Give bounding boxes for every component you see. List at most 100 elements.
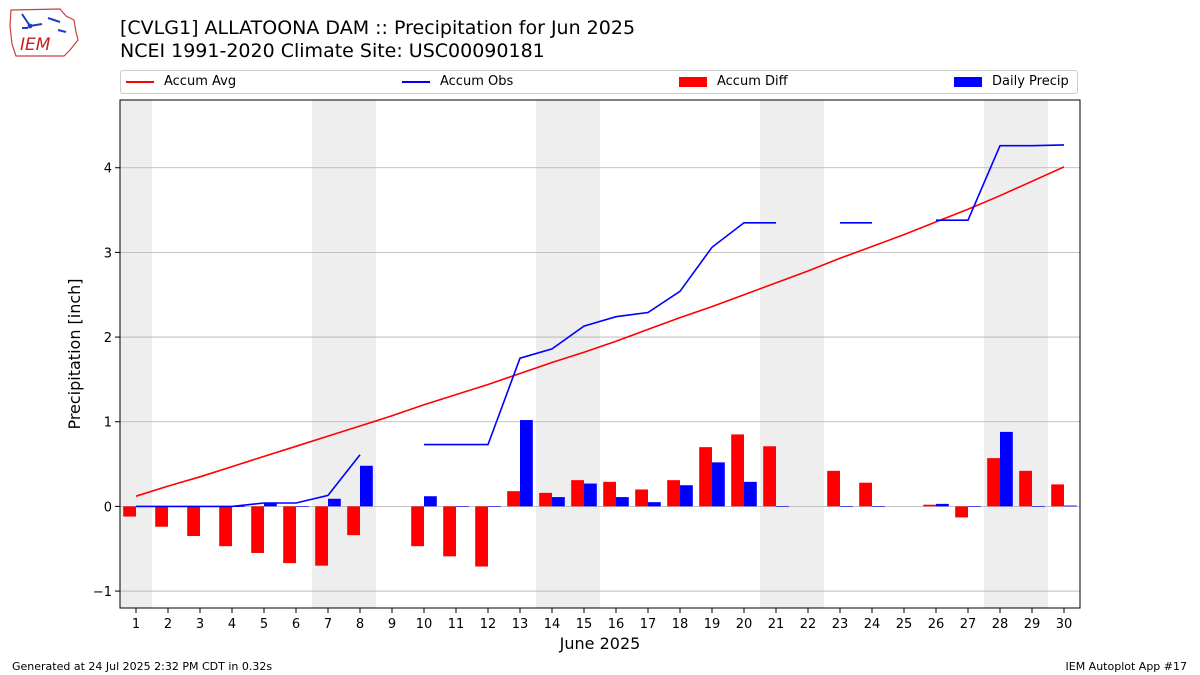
daily-precip-bar	[712, 462, 725, 507]
accum-diff-bar	[987, 458, 1000, 507]
weekend-shade	[792, 100, 824, 608]
accum-diff-bar	[475, 506, 488, 567]
legend-label-accum-obs: Accum Obs	[440, 74, 514, 89]
daily-precip-bar	[616, 497, 629, 507]
x-tick-label: 11	[448, 617, 465, 632]
weekend-shade	[760, 100, 792, 608]
x-tick-label: 22	[800, 617, 817, 632]
x-tick-label: 25	[896, 617, 913, 632]
daily-precip-bar	[264, 503, 277, 507]
plot-frame	[119, 99, 1081, 609]
x-tick-label: 26	[928, 617, 945, 632]
accum-diff-bar	[443, 506, 456, 557]
chart-subtitle: NCEI 1991-2020 Climate Site: USC00090181	[120, 40, 545, 62]
accum-diff-bar	[923, 504, 936, 507]
x-tick-label: 6	[292, 617, 300, 632]
x-tick-label: 4	[228, 617, 236, 632]
accum-diff-bar	[603, 481, 616, 507]
daily-precip-bar	[744, 481, 757, 507]
legend-item-accum-diff: Accum Diff	[679, 74, 788, 89]
daily-precip-bar	[776, 506, 789, 507]
daily-precip-bar	[872, 506, 885, 507]
x-tick-label: 1	[132, 617, 140, 632]
x-tick-label: 19	[704, 617, 721, 632]
accum-diff-bar	[411, 506, 424, 547]
x-tick-label: 5	[260, 617, 268, 632]
y-tick-label: −1	[93, 585, 112, 600]
accum-diff-bar	[187, 506, 200, 537]
accum-diff-bar	[315, 506, 328, 566]
accum-diff-bar	[507, 491, 520, 507]
daily-precip-bar	[584, 483, 597, 507]
legend-label-daily-precip: Daily Precip	[992, 74, 1069, 89]
legend-label-accum-avg: Accum Avg	[164, 74, 237, 89]
x-tick-label: 27	[960, 617, 977, 632]
daily-precip-bar	[1000, 431, 1013, 507]
accum-diff-bar	[571, 480, 584, 507]
y-tick-label: 4	[104, 162, 112, 177]
accum-diff-bar	[699, 447, 712, 507]
daily-precip-bar	[456, 506, 469, 507]
accum-diff-bar	[123, 506, 136, 517]
daily-precip-bar	[424, 496, 437, 507]
accum-obs-line	[936, 144, 1065, 221]
accum-diff-bar	[155, 506, 168, 527]
autoplot-app-label: IEM Autoplot App #17	[1065, 660, 1188, 673]
y-tick-label: 0	[104, 500, 112, 515]
x-tick-label: 16	[608, 617, 625, 632]
accum-diff-bar	[763, 446, 776, 507]
weekend-shade	[1016, 100, 1048, 608]
x-tick-label: 20	[736, 617, 753, 632]
daily-precip-bar	[552, 497, 565, 507]
accum-obs-line	[424, 222, 776, 446]
x-tick-label: 23	[832, 617, 849, 632]
y-axis-label: Precipitation [inch]	[65, 278, 84, 429]
accum-diff-bar	[635, 489, 648, 507]
accum-diff-bar	[827, 470, 840, 507]
iem-logo: IEM	[8, 6, 82, 64]
chart-legend: Accum Avg Accum Obs Accum Diff Daily Pre…	[120, 70, 1078, 94]
legend-label-accum-diff: Accum Diff	[717, 74, 788, 89]
daily-precip-bar	[936, 503, 949, 507]
x-tick-label: 14	[544, 617, 561, 632]
y-tick-label: 1	[104, 416, 112, 431]
accum-avg-line	[135, 166, 1065, 497]
accum-diff-bar	[251, 506, 264, 553]
accum-diff-bar	[347, 506, 360, 536]
weekend-shade	[536, 100, 568, 608]
x-tick-label: 17	[640, 617, 657, 632]
x-tick-label: 2	[164, 617, 172, 632]
iem-logo-graphic: IEM	[9, 8, 79, 57]
daily-precip-bar	[840, 506, 853, 507]
accum-diff-bar	[539, 492, 552, 507]
x-tick-label: 9	[388, 617, 396, 632]
accum-diff-bar	[667, 480, 680, 507]
accum-diff-bar	[955, 506, 968, 518]
x-tick-label: 8	[356, 617, 364, 632]
accum-diff-bar	[731, 434, 744, 507]
y-tick-label: 2	[104, 331, 112, 346]
daily-precip-bar	[488, 506, 501, 507]
daily-precip-bar	[360, 465, 373, 507]
legend-swatch-accum-obs	[402, 80, 430, 83]
x-tick-label: 12	[480, 617, 497, 632]
weekend-shade	[568, 100, 600, 608]
legend-swatch-accum-avg	[126, 80, 154, 83]
accum-diff-bar	[1019, 470, 1032, 507]
x-tick-label: 15	[576, 617, 593, 632]
logo-text: IEM	[20, 35, 51, 55]
daily-precip-bar	[680, 485, 693, 507]
x-tick-label: 24	[864, 617, 881, 632]
accum-diff-bar	[283, 506, 296, 564]
daily-precip-bar	[648, 502, 661, 507]
daily-precip-bar	[1064, 505, 1077, 507]
x-tick-label: 29	[1024, 617, 1041, 632]
daily-precip-bar	[968, 506, 981, 507]
x-tick-label: 13	[512, 617, 529, 632]
x-axis-label: June 2025	[559, 634, 641, 653]
x-tick-label: 28	[992, 617, 1009, 632]
accum-diff-bar	[219, 506, 232, 547]
weekend-shade	[984, 100, 1016, 608]
x-tick-label: 18	[672, 617, 689, 632]
x-tick-label: 10	[416, 617, 433, 632]
